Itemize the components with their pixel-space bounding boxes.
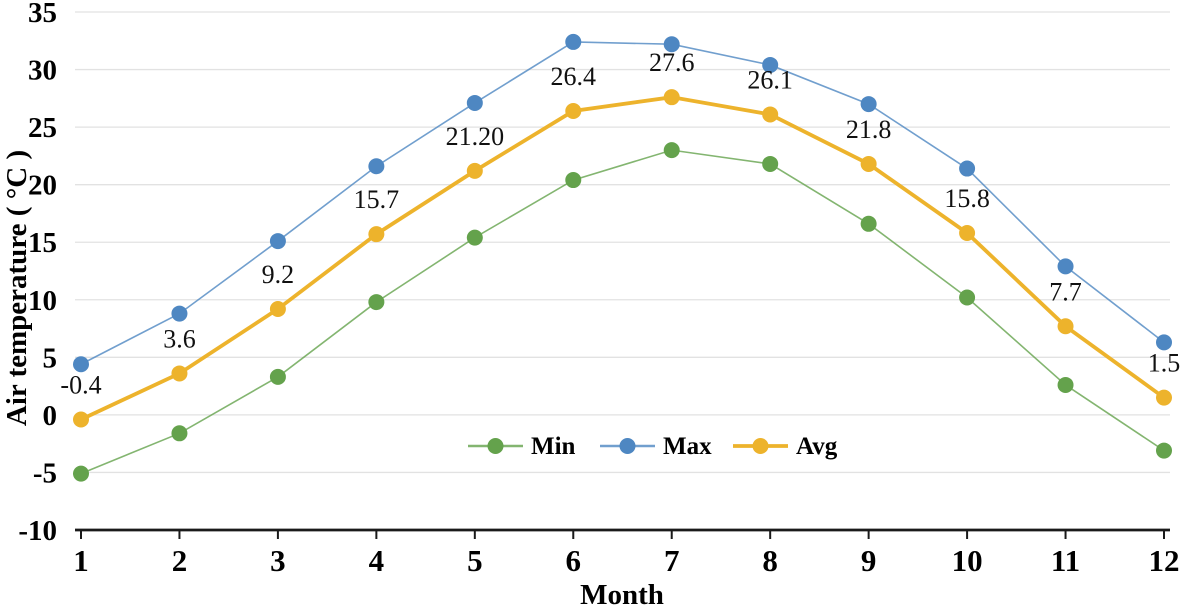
data-label: 26.4 (551, 62, 597, 91)
data-point-min (73, 465, 89, 482)
data-point-min (663, 142, 680, 159)
x-tick-label: 3 (270, 543, 286, 578)
y-tick-label: 20 (28, 170, 57, 202)
data-point-min (1057, 376, 1074, 393)
data-point-min (269, 368, 286, 385)
data-point-avg (959, 225, 976, 242)
data-label: 27.6 (649, 48, 695, 77)
data-label: 15.7 (354, 185, 400, 214)
data-point-min (368, 294, 385, 311)
data-label: 15.8 (944, 184, 990, 213)
data-point-avg (73, 411, 89, 428)
legend-label: Avg (796, 433, 838, 460)
legend-item-avg: Avg (733, 433, 838, 460)
y-tick-label: 35 (28, 0, 57, 29)
data-point-max (1057, 258, 1074, 275)
data-label: 21.8 (846, 115, 892, 144)
data-point-min (762, 155, 779, 172)
x-tick-label: 10 (952, 543, 983, 578)
data-point-max (860, 96, 877, 113)
data-point-max (762, 56, 779, 73)
data-point-max (663, 36, 680, 53)
y-axis-tick-labels: 35 30 25 20 15 10 5 0 -5 -10 (18, 0, 57, 547)
x-tick-label: 12 (1149, 543, 1180, 578)
series-line-avg (80, 95, 1166, 422)
legend-item-min: Min (468, 433, 576, 460)
legend-label: Max (663, 433, 712, 460)
data-point-avg (663, 89, 680, 106)
x-tick-label: 4 (369, 543, 385, 578)
data-point-max (466, 94, 483, 111)
data-point-max (73, 356, 89, 373)
y-axis-title: Air temperature ( °C ) (1, 150, 33, 426)
data-point-min (959, 289, 976, 306)
data-label: 7.7 (1049, 277, 1082, 306)
y-tick-label: 10 (28, 285, 57, 317)
x-axis-title: Month (580, 579, 664, 611)
data-point-avg (269, 300, 286, 317)
legend-marker-dot (619, 438, 636, 454)
legend-marker-dot (487, 438, 504, 454)
data-point-avg (466, 162, 483, 179)
data-label: 21.20 (446, 122, 505, 151)
legend-item-max: Max (600, 433, 712, 460)
x-tick-label: 1 (73, 543, 89, 578)
legend-label: Min (531, 433, 576, 460)
x-tick-label: 6 (566, 543, 582, 578)
data-point-max (565, 33, 582, 50)
legend-marker-dot (752, 438, 769, 454)
data-point-avg (860, 155, 877, 172)
x-tick-label: 11 (1051, 543, 1080, 578)
data-point-avg (368, 226, 385, 243)
y-tick-label: 0 (43, 400, 58, 432)
y-tick-label: 5 (43, 342, 58, 374)
data-point-avg (171, 365, 188, 382)
data-point-avg (565, 102, 582, 119)
data-label: -0.4 (60, 370, 101, 399)
y-tick-label: 30 (28, 55, 57, 87)
y-tick-label: -10 (18, 515, 57, 547)
data-label: 9.2 (262, 260, 295, 289)
plot-series-group: -0.4 3.6 9.2 15.7 21.20 26.4 27.6 26.1 21.8 15.8 7… (60, 33, 1181, 482)
x-tick-label: 2 (172, 543, 188, 578)
data-point-avg (762, 106, 779, 123)
chart-legend: Min Max Avg (468, 433, 838, 460)
data-point-max (269, 233, 286, 250)
data-point-avg (1057, 318, 1074, 335)
data-label: 26.1 (747, 65, 793, 94)
data-point-max (1156, 334, 1172, 351)
x-tick-label: 9 (861, 543, 877, 578)
series-line-max (80, 41, 1165, 365)
data-point-min (171, 425, 188, 442)
data-point-min (1156, 442, 1172, 459)
x-tick-label: 8 (762, 543, 778, 578)
data-label: 3.6 (163, 324, 196, 353)
series-line-min (80, 149, 1165, 475)
data-point-min (860, 215, 877, 232)
data-point-avg (1156, 389, 1172, 406)
data-label: 1.5 (1148, 349, 1181, 378)
data-point-max (959, 160, 976, 177)
data-point-min (565, 172, 582, 189)
x-axis-tick-labels: 1 2 3 4 5 6 7 8 9 10 11 12 (73, 543, 1179, 578)
x-tick-label: 5 (467, 543, 483, 578)
x-axis (75, 528, 1170, 539)
y-tick-label: -5 (33, 457, 57, 489)
y-tick-label: 15 (28, 227, 57, 259)
data-point-max (171, 305, 188, 322)
gridlines-group (75, 11, 1170, 474)
y-tick-label: 25 (28, 112, 57, 144)
data-point-max (368, 158, 385, 175)
data-point-min (466, 229, 483, 246)
x-tick-label: 7 (664, 543, 680, 578)
